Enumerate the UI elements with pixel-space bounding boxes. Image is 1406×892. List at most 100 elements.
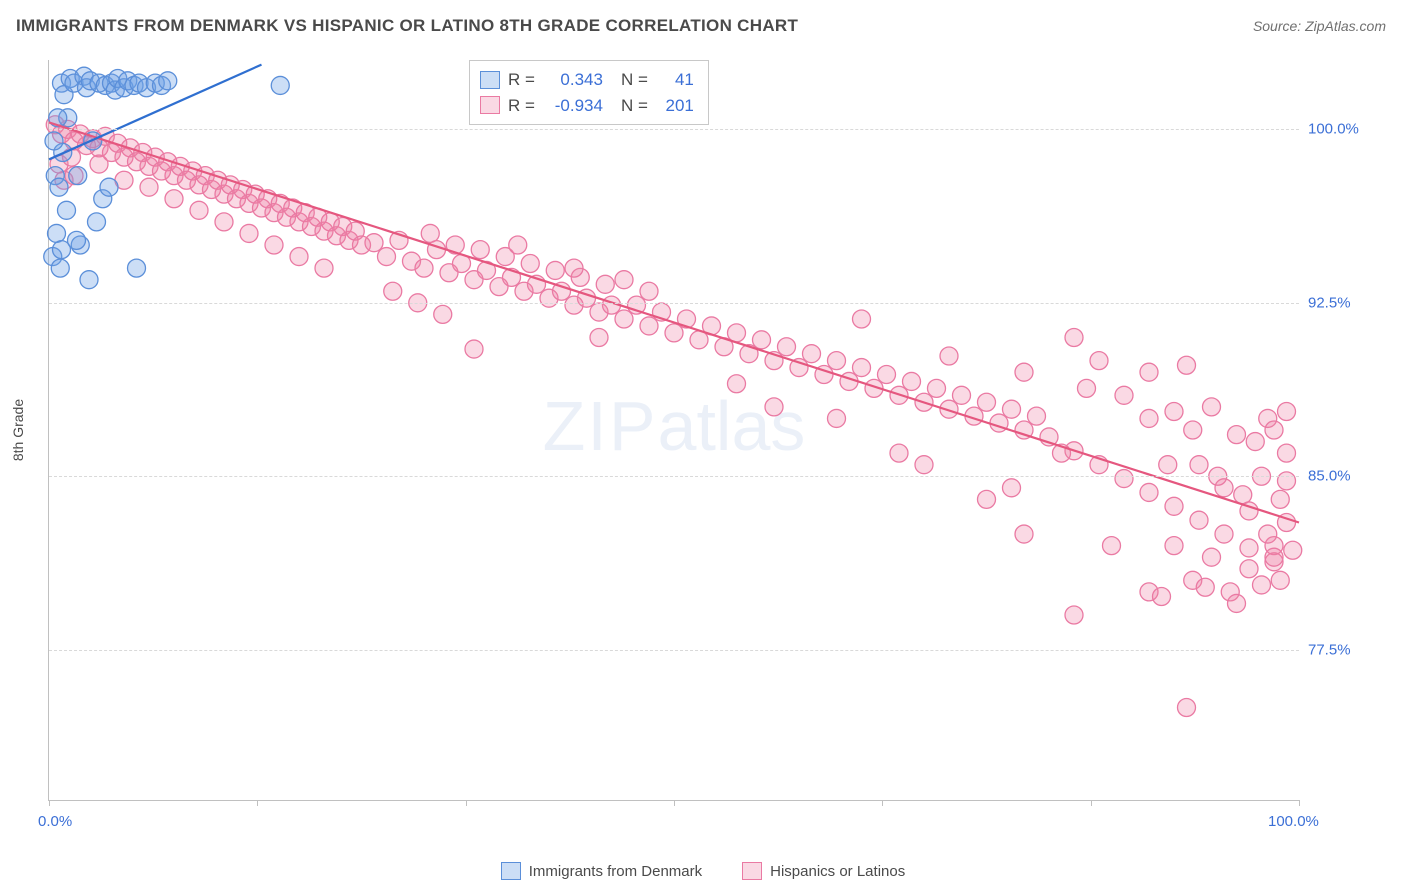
bottom-legend: Immigrants from Denmark Hispanics or Lati… xyxy=(0,862,1406,880)
plot-svg xyxy=(49,60,1299,800)
point-series-b xyxy=(1265,548,1283,566)
point-series-b xyxy=(728,324,746,342)
header: IMMIGRANTS FROM DENMARK VS HISPANIC OR L… xyxy=(0,0,1406,40)
point-series-b xyxy=(615,310,633,328)
point-series-b xyxy=(90,155,108,173)
n-value: 201 xyxy=(656,93,694,119)
point-series-b xyxy=(190,201,208,219)
point-series-b xyxy=(1190,456,1208,474)
point-series-b xyxy=(378,248,396,266)
chart-area: 8th Grade ZIPatlas R =0.343N =41R =-0.93… xyxy=(48,60,1388,800)
point-series-b xyxy=(753,331,771,349)
y-axis-label: 8th Grade xyxy=(10,399,26,461)
x-max-label: 100.0% xyxy=(1268,813,1319,830)
bottom-legend-item: Hispanics or Latinos xyxy=(742,862,905,880)
x-tick xyxy=(466,800,467,806)
plot-area: ZIPatlas R =0.343N =41R =-0.934N =201 xyxy=(48,60,1299,801)
point-series-b xyxy=(1140,483,1158,501)
point-series-b xyxy=(1028,407,1046,425)
point-series-b xyxy=(1246,433,1264,451)
point-series-b xyxy=(1003,400,1021,418)
point-series-b xyxy=(434,305,452,323)
point-series-b xyxy=(1284,541,1302,559)
point-series-b xyxy=(1178,356,1196,374)
point-series-b xyxy=(509,236,527,254)
point-series-b xyxy=(384,282,402,300)
x-tick xyxy=(882,800,883,806)
point-series-b xyxy=(878,366,896,384)
x-tick xyxy=(674,800,675,806)
point-series-b xyxy=(978,393,996,411)
point-series-b xyxy=(665,324,683,342)
point-series-b xyxy=(1203,398,1221,416)
point-series-a xyxy=(128,259,146,277)
point-series-b xyxy=(1278,472,1296,490)
stats-legend-row: R = -0.934 N = 201 xyxy=(480,93,694,119)
point-series-a xyxy=(68,231,86,249)
point-series-b xyxy=(165,190,183,208)
point-series-b xyxy=(1153,588,1171,606)
source-label: Source: ZipAtlas.com xyxy=(1253,18,1386,34)
y-tick-label: 100.0% xyxy=(1308,121,1359,138)
point-series-a xyxy=(51,259,69,277)
legend-swatch xyxy=(501,862,521,880)
point-series-b xyxy=(1078,379,1096,397)
point-series-b xyxy=(1271,571,1289,589)
point-series-b xyxy=(1165,497,1183,515)
point-series-b xyxy=(1228,594,1246,612)
point-series-a xyxy=(50,178,68,196)
y-tick-label: 85.0% xyxy=(1308,468,1351,485)
point-series-a xyxy=(88,213,106,231)
bottom-legend-item: Immigrants from Denmark xyxy=(501,862,702,880)
point-series-b xyxy=(1140,363,1158,381)
point-series-b xyxy=(1240,560,1258,578)
point-series-b xyxy=(1190,511,1208,529)
point-series-a xyxy=(159,72,177,90)
point-series-b xyxy=(1090,352,1108,370)
n-label: N = xyxy=(621,93,648,119)
point-series-b xyxy=(1196,578,1214,596)
point-series-b xyxy=(1203,548,1221,566)
point-series-b xyxy=(915,456,933,474)
stats-legend: R =0.343N =41R =-0.934N =201 xyxy=(469,60,709,125)
point-series-b xyxy=(1184,421,1202,439)
point-series-a xyxy=(80,271,98,289)
r-value: -0.934 xyxy=(543,93,603,119)
point-series-b xyxy=(365,234,383,252)
point-series-b xyxy=(1003,479,1021,497)
point-series-a xyxy=(48,224,66,242)
point-series-b xyxy=(1103,537,1121,555)
point-series-b xyxy=(1271,490,1289,508)
point-series-b xyxy=(565,259,583,277)
point-series-b xyxy=(853,359,871,377)
point-series-b xyxy=(1178,699,1196,717)
x-min-label: 0.0% xyxy=(38,813,72,830)
point-series-b xyxy=(315,259,333,277)
r-label: R = xyxy=(508,93,535,119)
legend-swatch xyxy=(742,862,762,880)
point-series-b xyxy=(940,347,958,365)
point-series-b xyxy=(640,317,658,335)
legend-swatch xyxy=(480,96,500,114)
chart-title: IMMIGRANTS FROM DENMARK VS HISPANIC OR L… xyxy=(16,16,798,36)
point-series-b xyxy=(1015,525,1033,543)
point-series-b xyxy=(1015,363,1033,381)
point-series-b xyxy=(590,329,608,347)
point-series-b xyxy=(1159,456,1177,474)
y-tick-label: 77.5% xyxy=(1308,641,1351,658)
trendline-b xyxy=(49,122,1299,522)
x-tick xyxy=(1091,800,1092,806)
point-series-b xyxy=(903,372,921,390)
point-series-b xyxy=(828,409,846,427)
r-value: 0.343 xyxy=(543,67,603,93)
point-series-b xyxy=(978,490,996,508)
r-label: R = xyxy=(508,67,535,93)
point-series-b xyxy=(1278,403,1296,421)
point-series-b xyxy=(421,224,439,242)
point-series-b xyxy=(1259,525,1277,543)
point-series-b xyxy=(265,236,283,254)
point-series-b xyxy=(1115,386,1133,404)
point-series-b xyxy=(615,271,633,289)
point-series-a xyxy=(271,76,289,94)
point-series-b xyxy=(596,275,614,293)
